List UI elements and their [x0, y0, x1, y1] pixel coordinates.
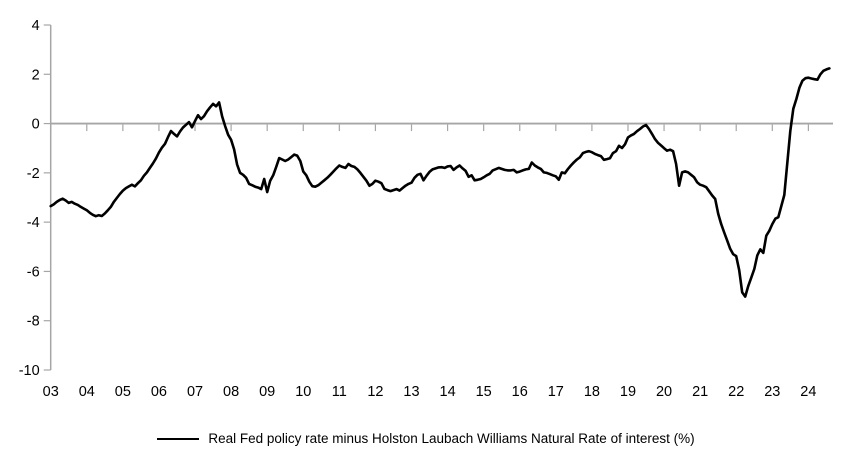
y-tick-label-4: 4	[32, 18, 40, 34]
x-tick-label-05: 05	[115, 384, 131, 400]
x-tick-label-06: 06	[151, 384, 167, 400]
y-tick-label--8: -8	[27, 314, 40, 330]
legend-label: Real Fed policy rate minus Holston Lauba…	[208, 431, 695, 446]
legend-line-sample	[157, 437, 200, 440]
y-tick-label-0: 0	[32, 117, 40, 133]
x-tick-label-09: 09	[259, 384, 275, 400]
x-tick-label-10: 10	[295, 384, 311, 400]
x-tick-label-13: 13	[403, 384, 419, 400]
x-tick-label-19: 19	[620, 384, 636, 400]
y-axis-group: 4 2 0 -2 -4 -6 -8 -10	[19, 18, 52, 379]
y-tick-label--2: -2	[27, 166, 40, 182]
x-tick-label-14: 14	[440, 384, 456, 400]
zero-axis-group	[50, 122, 833, 132]
y-tick-label--10: -10	[19, 363, 40, 379]
y-tick-label--4: -4	[27, 215, 40, 231]
x-tick-label-22: 22	[728, 384, 744, 400]
x-tick-label-15: 15	[476, 384, 492, 400]
x-tick-label-04: 04	[79, 384, 95, 400]
x-tick-label-07: 07	[187, 384, 203, 400]
x-tick-label-12: 12	[367, 384, 383, 400]
series-line	[49, 67, 831, 298]
x-tick-label-24: 24	[800, 384, 816, 400]
x-tick-label-18: 18	[584, 384, 600, 400]
x-tick-label-21: 21	[692, 384, 708, 400]
legend: Real Fed policy rate minus Holston Lauba…	[0, 431, 852, 446]
x-tick-label-11: 11	[332, 384, 347, 400]
x-tick-label-23: 23	[764, 384, 780, 400]
x-tick-label-17: 17	[548, 384, 564, 400]
x-axis-labels-group: 03 04 05 06 07 08 09 10 11 12 13 14 15 16 17 18 19 20 21 22…	[43, 384, 817, 400]
x-tick-label-08: 08	[223, 384, 239, 400]
x-tick-label-16: 16	[512, 384, 528, 400]
x-tick-label-03: 03	[43, 384, 59, 400]
y-tick-label--6: -6	[27, 264, 40, 280]
x-tick-label-20: 20	[656, 384, 672, 400]
y-tick-label-2: 2	[32, 67, 40, 83]
